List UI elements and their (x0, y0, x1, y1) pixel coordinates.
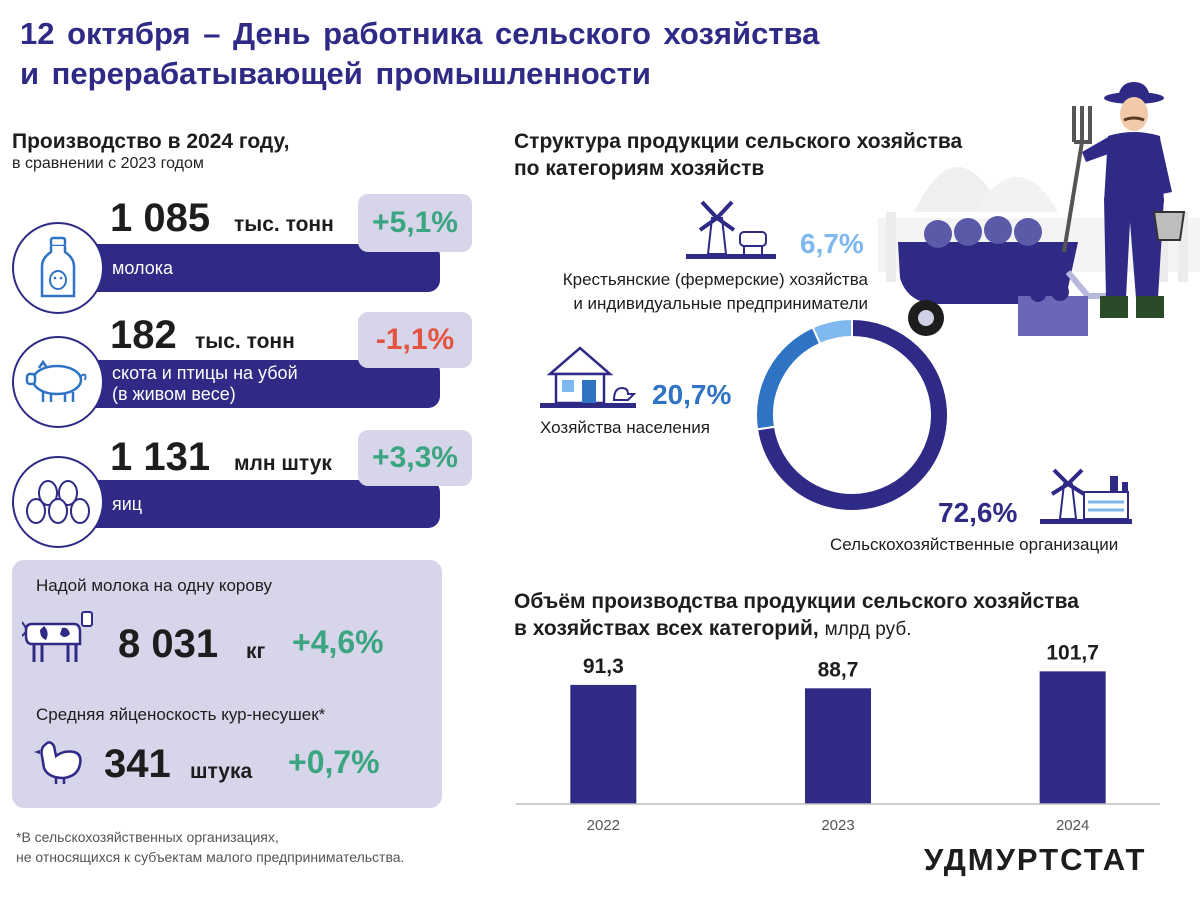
livestock-label: скота и птицы на убой (112, 363, 298, 383)
milk-change-badge: +5,1% (358, 194, 472, 252)
segment-organizations-label: Сельскохозяйственные организации (830, 535, 1119, 554)
donut-segment-organizations (755, 317, 949, 512)
eggs-icon-circle (12, 456, 104, 548)
house-icon (540, 346, 636, 408)
footnote-line-2: не относящихся к субъектам малого предпр… (16, 849, 405, 865)
eggs-value: 1 131 (110, 435, 211, 479)
windmill-farm-icon (686, 200, 776, 259)
volume-bar-chart: 91,3 2022 88,7 2023 101,7 2024 (516, 641, 1160, 834)
egg-yield-value: 341 (104, 742, 171, 786)
x-tick-label-2024: 2024 (1056, 817, 1089, 834)
footnote: *В сельскохозяйственных организациях, не… (16, 827, 404, 867)
pig-icon (25, 360, 87, 402)
volume-heading-line-2: в хозяйствах всех категорий, (514, 617, 819, 640)
livestock-unit: тыс. тонн (195, 330, 295, 353)
title-line-1: 12 октября – День работника сельского хо… (20, 16, 820, 51)
milk-value: 1 085 (110, 196, 211, 240)
eggs-bar: яиц (78, 480, 440, 528)
segment-farmers-pct: 6,7% (800, 228, 864, 259)
segment-farmers-label-2: и индивидуальные предприниматели (573, 294, 868, 313)
bar-2023 (805, 688, 871, 804)
bar-value-label-2023: 88,7 (818, 658, 859, 681)
volume-heading: Объём производства продукции сельского х… (514, 588, 1079, 643)
bar-value-label-2024: 101,7 (1046, 641, 1099, 664)
udmurtstat-logo: УДМУРТСТАТ (924, 842, 1147, 877)
factory-icon (1040, 468, 1132, 524)
bar-2024 (1039, 671, 1106, 804)
structure-heading: Структура продукции сельского хозяйства … (514, 128, 962, 182)
production-heading: Производство в 2024 году, (12, 130, 290, 153)
donut-segment-households (755, 326, 822, 431)
structure-heading-line-1: Структура продукции сельского хозяйства (514, 130, 963, 153)
segment-organizations-pct: 72,6% (938, 497, 1018, 528)
pig-icon-circle (12, 336, 104, 428)
volume-heading-line-2-wrap: в хозяйствах всех категорий, млрд руб. (514, 615, 1079, 643)
milk-unit: тыс. тонн (234, 213, 334, 236)
eggs-unit: млн штук (234, 452, 332, 475)
segment-households-pct: 20,7% (652, 379, 732, 410)
milk-yield-value: 8 031 (118, 622, 219, 666)
production-subheading: в сравнении с 2023 годом (12, 155, 204, 172)
x-tick-label-2022: 2022 (587, 817, 620, 834)
title-line-2: и перерабатывающей промышленности (20, 56, 651, 91)
footnote-line-1: *В сельскохозяйственных организациях, (16, 829, 279, 845)
page-title: 12 октября – День работника сельского хо… (20, 14, 819, 94)
segment-farmers-label-1: Крестьянские (фермерские) хозяйства (562, 270, 868, 289)
structure-heading-line-2: по категориям хозяйств (514, 157, 765, 180)
milk-yield-change: +4,6% (292, 624, 384, 660)
milk-yield-unit: кг (246, 640, 266, 663)
bar-value-label-2022: 91,3 (583, 655, 624, 678)
cow-icon (22, 611, 93, 662)
x-tick-label-2023: 2023 (821, 817, 854, 834)
egg-yield-unit: штука (190, 760, 253, 783)
milk-bottle-icon (40, 236, 76, 298)
eggs-label: яиц (112, 494, 143, 514)
milk-bar: молока (78, 244, 440, 292)
livestock-label-2: (в живом весе) (112, 384, 236, 404)
livestock-value: 182 (110, 313, 177, 357)
segment-farmers-label: Крестьянские (фермерские) хозяйства и ин… (512, 268, 868, 316)
volume-heading-line-1: Объём производства продукции сельского х… (514, 590, 1079, 613)
productivity-panel (12, 560, 442, 808)
egg-yield-label: Средняя яйценоскость кур-несушек* (36, 705, 326, 724)
farmer-illustration (878, 82, 1200, 336)
segment-households-label: Хозяйства населения (540, 418, 710, 437)
donut-segment-farmers (811, 317, 853, 346)
structure-donut-chart (755, 317, 949, 512)
eggs-icon (26, 480, 90, 524)
milk-label: молока (112, 258, 173, 278)
milk-yield-label: Надой молока на одну корову (36, 576, 272, 595)
livestock-bar: скота и птицы на убой (в живом весе) (78, 360, 440, 408)
livestock-change-badge: -1,1% (358, 312, 472, 368)
milk-icon-circle (12, 222, 104, 314)
eggs-change-badge: +3,3% (358, 430, 472, 486)
bar-2022 (570, 684, 637, 804)
hen-icon (34, 741, 82, 784)
volume-unit: млрд руб. (824, 619, 912, 640)
egg-yield-change: +0,7% (288, 744, 380, 780)
